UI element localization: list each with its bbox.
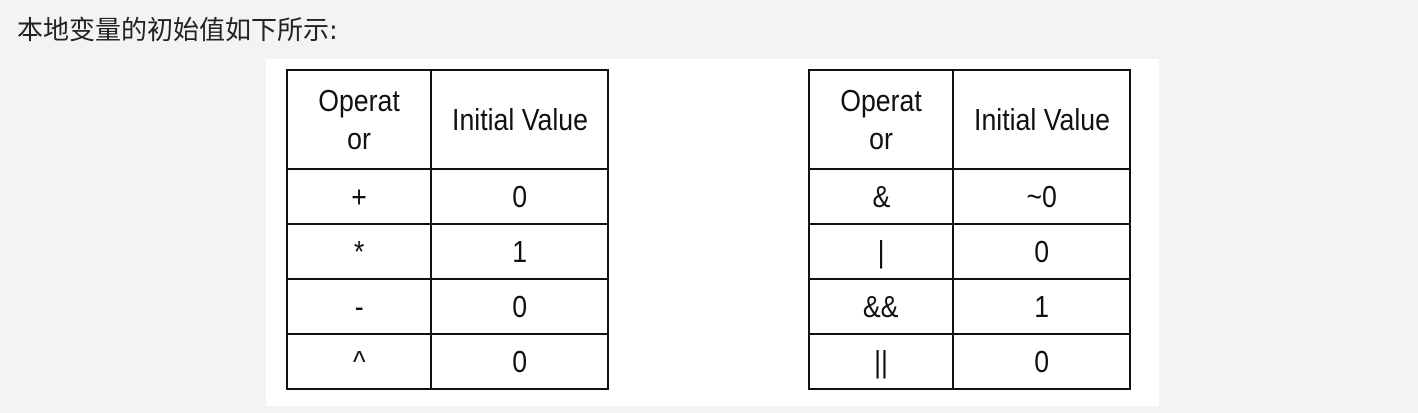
operator-cell: | <box>808 223 954 280</box>
table-row: + 0 <box>286 168 609 225</box>
operator-cell: & <box>808 168 954 225</box>
table-row: & ~0 <box>808 168 1131 225</box>
operator-tables-figure: Operator Initial Value + 0 * 1 - 0 ^ 0 O… <box>266 59 1159 406</box>
value-cell: 1 <box>430 223 609 280</box>
header-operator: Operator <box>286 69 432 170</box>
operator-cell: && <box>808 278 954 335</box>
table-row: || 0 <box>808 333 1131 390</box>
operator-cell: || <box>808 333 954 390</box>
header-initial-value: Initial Value <box>430 69 609 170</box>
operator-table-right: Operator Initial Value & ~0 | 0 && 1 || … <box>808 69 1131 390</box>
table-header-row: Operator Initial Value <box>286 69 609 170</box>
value-cell: 0 <box>952 223 1131 280</box>
table-row: | 0 <box>808 223 1131 280</box>
operator-cell: ^ <box>286 333 432 390</box>
header-initial-value: Initial Value <box>952 69 1131 170</box>
intro-text: 本地变量的初始值如下所示: <box>17 16 338 46</box>
table-row: ^ 0 <box>286 333 609 390</box>
header-operator: Operator <box>808 69 954 170</box>
table-row: - 0 <box>286 278 609 335</box>
value-cell: 0 <box>430 168 609 225</box>
operator-cell: * <box>286 223 432 280</box>
value-cell: 0 <box>952 333 1131 390</box>
operator-cell: - <box>286 278 432 335</box>
table-header-row: Operator Initial Value <box>808 69 1131 170</box>
table-row: && 1 <box>808 278 1131 335</box>
value-cell: 0 <box>430 278 609 335</box>
value-cell: ~0 <box>952 168 1131 225</box>
table-row: * 1 <box>286 223 609 280</box>
value-cell: 0 <box>430 333 609 390</box>
value-cell: 1 <box>952 278 1131 335</box>
operator-table-left: Operator Initial Value + 0 * 1 - 0 ^ 0 <box>286 69 609 390</box>
operator-cell: + <box>286 168 432 225</box>
